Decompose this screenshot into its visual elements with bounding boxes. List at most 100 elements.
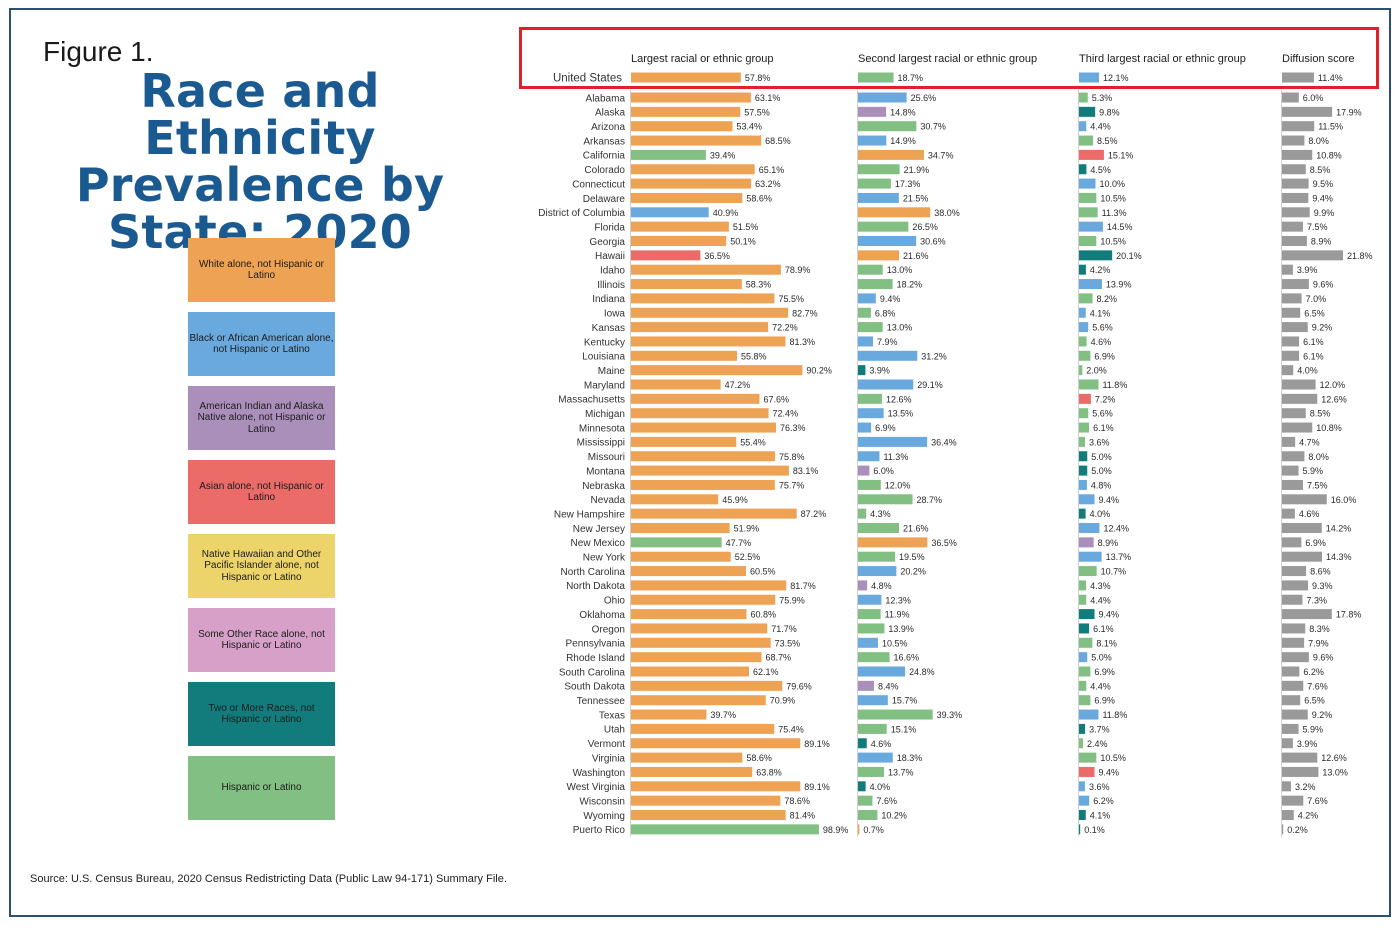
data-label-third-group: 3.6%	[1089, 782, 1110, 792]
bar-second-group	[858, 652, 890, 663]
row-label: Arizona	[591, 122, 625, 133]
bar-second-group	[858, 580, 868, 591]
row-label: Mississippi	[577, 438, 625, 449]
data-label-diffusion-score: 9.5%	[1313, 179, 1334, 189]
data-label-second-group: 6.9%	[875, 423, 896, 433]
column-header-largest-group: Largest racial or ethnic group	[631, 53, 773, 65]
bar-third-group	[1079, 451, 1088, 462]
bar-third-group	[1079, 479, 1087, 490]
bar-largest-group	[631, 609, 747, 620]
data-label-second-group: 25.6%	[911, 93, 937, 103]
bar-diffusion-score	[1282, 408, 1306, 419]
bar-largest-group	[631, 264, 781, 275]
data-label-third-group: 4.2%	[1090, 265, 1111, 275]
data-label-diffusion-score: 6.1%	[1303, 351, 1324, 361]
data-label-second-group: 4.0%	[870, 782, 891, 792]
data-label-largest-group: 63.1%	[755, 93, 781, 103]
data-label-second-group: 10.5%	[882, 638, 908, 648]
data-label-third-group: 4.0%	[1090, 509, 1111, 519]
bar-diffusion-score	[1282, 752, 1318, 763]
bar-diffusion-score	[1282, 178, 1309, 189]
bar-second-group	[858, 106, 887, 117]
data-label-third-group: 5.6%	[1092, 409, 1113, 419]
bar-third-group	[1079, 738, 1083, 749]
bar-diffusion-score	[1282, 250, 1344, 261]
row-label: Missouri	[588, 452, 625, 463]
data-label-largest-group: 36.5%	[704, 251, 730, 261]
bar-second-group	[858, 221, 909, 232]
bar-third-group	[1079, 494, 1095, 505]
row-label: Georgia	[589, 237, 625, 248]
legend-label: Hispanic or Latino	[221, 782, 302, 794]
data-label-diffusion-score: 7.6%	[1307, 681, 1328, 691]
data-label-largest-group: 83.1%	[793, 466, 819, 476]
bar-second-group	[858, 637, 878, 648]
data-label-diffusion-score: 10.8%	[1316, 150, 1342, 160]
bar-second-group	[858, 824, 860, 835]
data-label-third-group: 8.9%	[1098, 538, 1119, 548]
bar-third-group	[1079, 336, 1087, 347]
legend-item-two-or-more: Two or More Races, not Hispanic or Latin…	[188, 682, 335, 746]
bar-third-group	[1079, 766, 1095, 777]
row-label: Nevada	[591, 495, 626, 506]
data-label-third-group: 6.9%	[1094, 696, 1115, 706]
bar-third-group	[1079, 752, 1097, 763]
bar-second-group	[858, 436, 928, 447]
row-label: Idaho	[600, 266, 625, 277]
bar-third-group	[1079, 723, 1086, 734]
data-label-largest-group: 79.6%	[786, 681, 812, 691]
bar-second-group	[858, 479, 881, 490]
bar-third-group	[1079, 408, 1089, 419]
data-label-third-group: 2.4%	[1087, 739, 1108, 749]
data-label-third-group: 6.1%	[1093, 423, 1114, 433]
data-label-largest-group: 90.2%	[806, 366, 832, 376]
bar-largest-group	[631, 178, 752, 189]
bar-diffusion-score	[1282, 422, 1313, 433]
data-label-largest-group: 57.5%	[744, 107, 770, 117]
data-label-second-group: 8.4%	[878, 681, 899, 691]
bar-diffusion-score	[1282, 336, 1300, 347]
row-label: Washington	[573, 768, 625, 779]
data-label-largest-group: 50.1%	[730, 237, 756, 247]
bar-third-group	[1079, 121, 1087, 132]
data-label-largest-group: 78.6%	[784, 796, 810, 806]
row-label: Arkansas	[583, 136, 625, 147]
bar-second-group	[858, 465, 870, 476]
row-label: Maryland	[584, 380, 625, 391]
bar-diffusion-score	[1282, 508, 1295, 519]
data-label-largest-group: 70.9%	[770, 696, 796, 706]
bar-third-group	[1079, 422, 1090, 433]
data-label-diffusion-score: 5.9%	[1303, 724, 1324, 734]
row-label: West Virginia	[566, 782, 625, 793]
data-label-third-group: 5.3%	[1092, 93, 1113, 103]
data-label-largest-group: 89.1%	[804, 782, 830, 792]
data-label-largest-group: 39.4%	[710, 150, 736, 160]
row-label: South Carolina	[559, 667, 626, 678]
bar-largest-group	[631, 537, 722, 548]
data-label-diffusion-score: 12.6%	[1321, 394, 1347, 404]
data-label-largest-group: 89.1%	[804, 739, 830, 749]
bar-largest-group	[631, 795, 781, 806]
data-label-second-group: 16.6%	[894, 653, 920, 663]
bar-largest-group	[631, 752, 743, 763]
data-label-third-group: 5.6%	[1092, 323, 1113, 333]
column-header-third-group: Third largest racial or ethnic group	[1079, 53, 1246, 65]
data-label-largest-group: 51.9%	[734, 524, 760, 534]
data-label-largest-group: 62.1%	[753, 667, 779, 677]
bar-diffusion-score	[1282, 781, 1291, 792]
bar-second-group	[858, 92, 907, 103]
bar-largest-group	[631, 422, 776, 433]
bar-third-group	[1079, 149, 1104, 160]
bar-second-group	[858, 551, 896, 562]
bar-third-group	[1079, 164, 1087, 175]
data-label-second-group: 18.3%	[897, 753, 923, 763]
data-label-second-group: 28.7%	[917, 495, 943, 505]
bar-diffusion-score	[1282, 523, 1322, 533]
row-label: New Mexico	[571, 538, 626, 549]
bar-diffusion-score	[1282, 451, 1305, 462]
bar-largest-group	[631, 479, 775, 490]
data-label-second-group: 31.2%	[921, 351, 947, 361]
bar-largest-group	[631, 121, 733, 132]
bar-third-group	[1079, 695, 1091, 706]
bar-largest-group	[631, 451, 776, 462]
